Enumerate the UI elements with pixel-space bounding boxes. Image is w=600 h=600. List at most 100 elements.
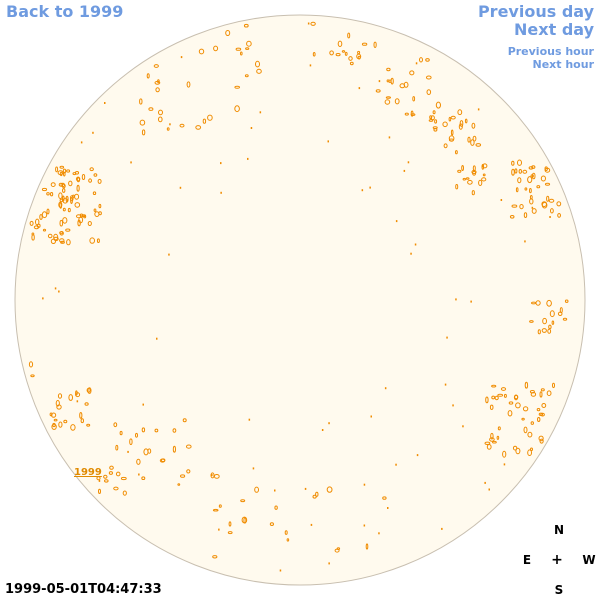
contour-mark [530,392,537,397]
contour-mark [89,167,94,172]
contour-mark [457,169,462,173]
contour-mark [146,73,150,79]
contour-mark [127,450,129,453]
contour-mark [39,214,43,220]
contour-mark [254,486,260,493]
contour-mark [80,418,85,424]
contour-mark [472,135,477,142]
contour-mark [482,163,488,169]
contour-mark [409,70,415,76]
contour-mark [415,62,418,65]
contour-mark [87,387,92,394]
contour-mark [462,425,464,428]
contour-mark [462,177,466,181]
contour-mark [471,190,475,196]
contour-mark [365,543,369,550]
contour-mark [335,53,341,57]
contour-mark [220,191,222,194]
contour-mark [540,412,545,417]
contour-mark [443,143,448,149]
contour-mark [180,474,186,478]
contour-mark [113,422,118,428]
contour-mark [256,68,262,74]
contour-mark [524,187,528,191]
contour-mark [547,328,552,334]
contour-mark [166,127,170,131]
contour-mark [407,161,410,164]
contour-mark [541,403,547,408]
compass-west: W [582,553,596,567]
contour-mark [395,220,398,223]
contour-mark [89,237,95,244]
contour-mark [452,404,454,407]
contour-mark [511,204,518,208]
contour-mark [481,177,487,182]
contour-mark [104,102,106,104]
contour-mark [450,115,456,120]
contour-mark [168,253,170,256]
contour-mark [250,127,253,129]
next-hour-link[interactable]: Next hour [532,58,595,71]
contour-mark [46,208,50,215]
contour-mark [527,449,532,457]
contour-mark [500,199,503,201]
contour-mark [426,75,432,80]
contour-mark [136,458,141,465]
compass-south: S [554,583,564,597]
contour-mark [41,211,48,219]
year-1999-link[interactable]: 1999 [74,467,102,478]
contour-mark [435,101,441,109]
contour-mark [361,42,368,46]
contour-mark [388,79,392,83]
contour-mark [528,166,534,170]
previous-hour-link[interactable]: Previous hour [507,45,594,58]
contour-mark [551,320,555,325]
contour-mark [135,432,138,438]
contour-mark [494,395,499,401]
back-to-year-link[interactable]: Back to 1999 [6,2,124,21]
contour-mark [426,89,432,95]
contour-mark [416,454,419,457]
contour-mark [537,329,541,335]
contour-mark [315,491,319,497]
contour-mark [369,186,371,189]
contour-mark [252,467,255,470]
contour-mark [511,168,515,176]
contour-mark [540,388,545,392]
contour-mark [274,505,278,510]
contour-mark [70,197,73,204]
contour-mark [378,532,380,535]
contour-mark [455,298,457,301]
contour-mark [284,530,288,535]
contour-mark [154,428,159,433]
contour-mark [521,417,525,421]
contour-mark [441,527,443,530]
contour-mark [75,390,78,396]
contour-mark [235,47,242,51]
next-day-link[interactable]: Next day [514,20,594,39]
compass-center: + [551,552,563,568]
contour-mark [517,177,522,184]
contour-mark [55,400,60,407]
contour-mark [485,396,489,404]
contour-mark [337,40,343,47]
previous-day-link[interactable]: Previous day [477,2,594,21]
contour-mark [488,488,490,491]
contour-mark [531,172,536,180]
contour-mark [129,438,133,446]
contour-mark [113,486,119,491]
contour-mark [227,531,233,535]
contour-mark [68,394,73,401]
compass-north: N [553,523,565,537]
contour-mark [58,290,60,293]
contour-mark [328,562,330,565]
contour-mark [109,465,114,470]
contour-mark [156,337,158,340]
contour-mark [244,74,249,78]
contour-mark [503,463,506,466]
contour-mark [53,418,58,422]
contour-mark [65,228,71,232]
contour-mark [475,143,482,147]
contour-mark [240,499,246,503]
